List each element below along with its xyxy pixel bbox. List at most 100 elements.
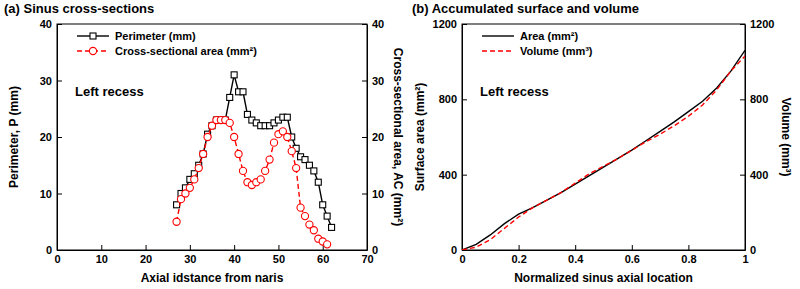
series-marker (257, 176, 264, 183)
tick-mark (740, 99, 745, 100)
tick: 10 (40, 188, 62, 200)
legend-label: Cross-sectional area (mm²) (115, 45, 257, 57)
panel: 010203040506070010203040010203040(a) Sin… (4, 1, 405, 285)
tick-label: 60 (317, 253, 329, 265)
tick: 50 (273, 245, 285, 265)
tick: 1200 (433, 18, 467, 30)
tick-mark (57, 250, 62, 251)
tick-mark (57, 137, 62, 138)
tick-label: 400 (439, 169, 457, 181)
tick-label: 400 (750, 169, 768, 181)
tick: 1200 (740, 18, 774, 30)
tick-label: 40 (372, 18, 384, 30)
tick: 20 (40, 131, 62, 143)
tick-mark (362, 24, 367, 25)
tick-mark (575, 245, 576, 250)
y-axis: 0 400 800 1200 (433, 18, 467, 256)
series-marker (200, 151, 206, 157)
tick-mark (462, 24, 467, 25)
series-marker (284, 133, 291, 140)
tick: 0 (740, 244, 756, 256)
tick-mark (57, 24, 62, 25)
tick: 40 (40, 18, 62, 30)
tick-label: 50 (273, 253, 285, 265)
panel: 00.20.40.60.810400800120004008001200(b) … (412, 1, 793, 285)
tick-label: 20 (40, 131, 52, 143)
x-axis-title: Normalized sinus axial location (514, 271, 693, 285)
tick: 10 (362, 188, 384, 200)
series-marker (329, 224, 335, 230)
series-marker (284, 114, 290, 120)
chart-title: (b) Accumulated surface and volume (412, 1, 639, 16)
tick-label: 0.2 (511, 253, 526, 265)
tick: 0 (451, 244, 467, 256)
legend-marker (90, 33, 96, 39)
plot-frame (462, 24, 745, 250)
series-marker (226, 119, 233, 126)
tick-label: 1 (742, 253, 748, 265)
axis-line (745, 25, 746, 251)
tick: 10 (96, 245, 108, 265)
tick: 400 (740, 169, 768, 181)
y2-axis: 010203040 (362, 18, 384, 256)
annotation: Left recess (75, 84, 144, 99)
legend-label: Area (mm²) (520, 30, 578, 42)
plot-area (173, 72, 335, 248)
tick-label: 800 (750, 93, 768, 105)
tick-label: 800 (439, 93, 457, 105)
tick-label: 0 (54, 253, 60, 265)
x-axis: 00.20.40.60.81 (459, 245, 748, 265)
series-marker (324, 213, 330, 219)
axis-line (58, 250, 368, 251)
tick-mark (362, 194, 367, 195)
series-marker (174, 202, 180, 208)
tick-label: 0 (750, 244, 756, 256)
x-axis-title: Axial idstance from naris (141, 271, 284, 285)
tick-mark (632, 245, 633, 250)
tick: 20 (140, 245, 152, 265)
series-marker (209, 123, 215, 129)
series-marker (262, 167, 269, 174)
series-marker (235, 150, 242, 157)
figure: 010203040506070010203040010203040(a) Sin… (0, 0, 800, 289)
legend-label: Perimeter (mm) (115, 30, 196, 42)
chart-title: (a) Sinus cross-sections (4, 1, 154, 16)
axis-line (367, 25, 368, 251)
series-marker (311, 168, 317, 174)
tick-mark (462, 250, 467, 251)
series-marker (240, 89, 246, 95)
tick-label: 0.4 (568, 253, 584, 265)
tick: 0 (46, 244, 62, 256)
tick: 0.2 (511, 245, 526, 265)
y-axis-title: Surface area (mm²) (413, 83, 427, 192)
series-marker (186, 184, 193, 191)
series-marker (301, 213, 308, 220)
tick-mark (740, 250, 745, 251)
legend: Perimeter (mm) Cross-sectional area (mm²) (77, 30, 257, 57)
tick-mark (740, 24, 745, 25)
plot-frame (57, 24, 367, 250)
tick-label: 10 (96, 253, 108, 265)
tick-label: 0.8 (681, 253, 696, 265)
tick-mark (462, 99, 467, 100)
series-marker (266, 156, 273, 163)
legend-swatch (482, 35, 514, 36)
legend: Area (mm²)Volume (mm³) (482, 30, 593, 57)
axis-line (462, 25, 463, 251)
tick-label: 20 (140, 253, 152, 265)
series-marker (231, 72, 237, 78)
tick-label: 0 (46, 244, 52, 256)
tick-label: 30 (184, 253, 196, 265)
series-marker (320, 202, 326, 208)
series-marker (204, 133, 211, 140)
tick-mark (362, 81, 367, 82)
series-marker (310, 227, 317, 234)
y2-axis-title: Cross-sectional area, AC (mm²) (391, 48, 405, 226)
tick-mark (362, 250, 367, 251)
tick-label: 30 (40, 75, 52, 87)
y2-axis: 0 400 800 1200 (740, 18, 774, 256)
legend-swatch (482, 50, 514, 51)
series-line (177, 75, 332, 228)
legend-marker (89, 47, 96, 54)
series-marker (227, 94, 233, 100)
